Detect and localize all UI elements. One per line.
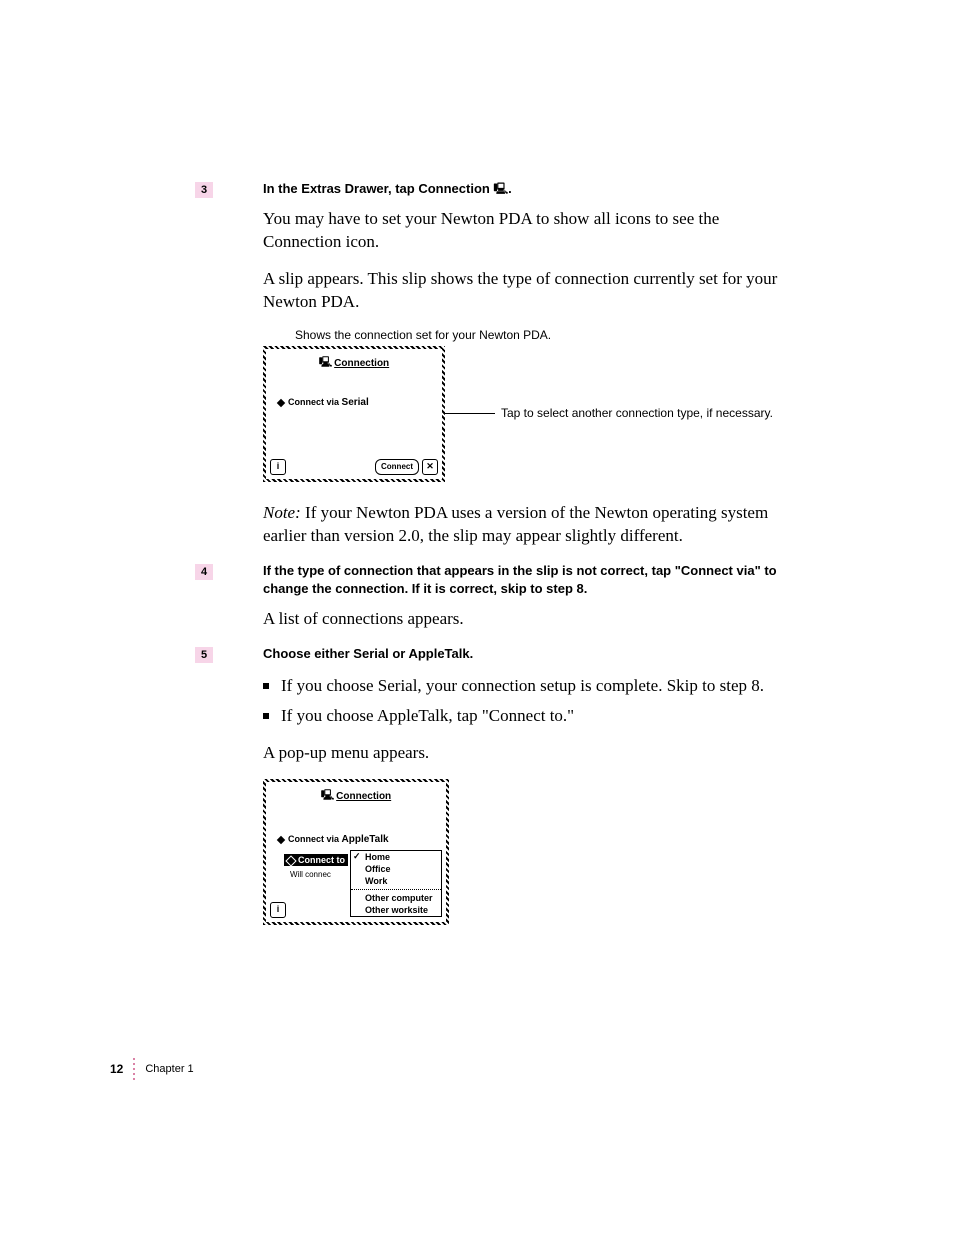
step-number-badge: 3 xyxy=(195,182,213,198)
connection-title-icon: 🖳 xyxy=(321,788,334,805)
connection-icon: 🖳 xyxy=(493,183,508,195)
connect-button[interactable]: Connect xyxy=(375,459,419,475)
menu-item-office[interactable]: Office xyxy=(351,863,441,875)
note-text: If your Newton PDA uses a version of the… xyxy=(263,503,768,545)
bullet-item: If you choose AppleTalk, tap "Connect to… xyxy=(263,703,794,729)
slip1-footer: i Connect ✕ xyxy=(270,459,438,475)
page: 3 In the Extras Drawer, tap Connection 🖳… xyxy=(0,0,954,1235)
bullet-item: If you choose Serial, your connection se… xyxy=(263,673,794,699)
footer-dots xyxy=(133,1058,135,1080)
connection-title-icon: 🖳 xyxy=(319,355,332,372)
connect-via-label-2: Connect via xyxy=(288,834,339,844)
step-5-bullets: If you choose Serial, your connection se… xyxy=(263,673,794,728)
diamond-icon xyxy=(285,855,296,866)
step-3-heading: In the Extras Drawer, tap Connection 🖳. xyxy=(263,180,794,198)
connection-slip-2: 🖳Connection Connect via AppleTalk Connec… xyxy=(263,779,449,925)
step-number-badge: 5 xyxy=(195,647,213,663)
step-4-body: A list of connections appears. xyxy=(263,608,794,631)
menu-item-home[interactable]: Home xyxy=(351,851,441,863)
connect-via-row[interactable]: Connect via Serial xyxy=(278,397,369,408)
slip2-title-text: Connection xyxy=(336,791,391,802)
connect-via-row-2[interactable]: Connect via AppleTalk xyxy=(278,834,389,845)
connect-via-label: Connect via xyxy=(288,397,339,407)
info-button[interactable]: i xyxy=(270,459,286,475)
note-paragraph: Note: If your Newton PDA uses a version … xyxy=(263,502,794,548)
slip2-footer: i xyxy=(270,902,442,918)
step-5-heading: Choose either Serial or AppleTalk. xyxy=(263,645,794,663)
diamond-icon xyxy=(277,398,285,406)
chapter-label: Chapter 1 xyxy=(145,1063,193,1075)
step-5-body: A pop-up menu appears. xyxy=(263,742,794,765)
fig1-callout: Tap to select another connection type, i… xyxy=(501,406,773,422)
page-footer: 12 Chapter 1 xyxy=(110,1058,194,1080)
leader-line xyxy=(445,413,495,414)
info-button[interactable]: i xyxy=(270,902,286,918)
slip2-title: 🖳Connection xyxy=(266,782,446,807)
diamond-icon xyxy=(277,836,285,844)
step-number-badge: 4 xyxy=(195,564,213,580)
fig1-caption: Shows the connection set for your Newton… xyxy=(295,328,794,342)
connect-via-value: Serial xyxy=(342,397,369,408)
slip1-title-text: Connection xyxy=(334,358,389,369)
connect-via-value-2: AppleTalk xyxy=(342,834,389,845)
step-3-body-1: You may have to set your Newton PDA to s… xyxy=(263,208,794,254)
step-3: 3 In the Extras Drawer, tap Connection 🖳… xyxy=(225,180,794,314)
step-4-heading: If the type of connection that appears i… xyxy=(263,562,794,598)
will-connect-text: Will connec xyxy=(290,870,331,879)
close-button[interactable]: ✕ xyxy=(422,459,438,475)
page-number: 12 xyxy=(110,1062,123,1076)
step-3-body-2: A slip appears. This slip shows the type… xyxy=(263,268,794,314)
figure-1: 🖳Connection Connect via Serial i Connect… xyxy=(263,346,794,482)
step-3-heading-pre: In the Extras Drawer, tap Connection xyxy=(263,181,493,196)
connection-slip-1: 🖳Connection Connect via Serial i Connect… xyxy=(263,346,445,482)
slip1-title: 🖳Connection xyxy=(266,349,442,374)
connect-to-row[interactable]: Connect to xyxy=(284,854,348,866)
step-4: 4 If the type of connection that appears… xyxy=(225,562,794,631)
step-3-heading-post: . xyxy=(508,181,512,196)
note-label: Note: xyxy=(263,503,301,522)
menu-item-work[interactable]: Work xyxy=(351,875,441,887)
connect-to-label: Connect to xyxy=(298,855,345,865)
menu-divider xyxy=(351,889,441,890)
step-5: 5 Choose either Serial or AppleTalk. If … xyxy=(225,645,794,765)
